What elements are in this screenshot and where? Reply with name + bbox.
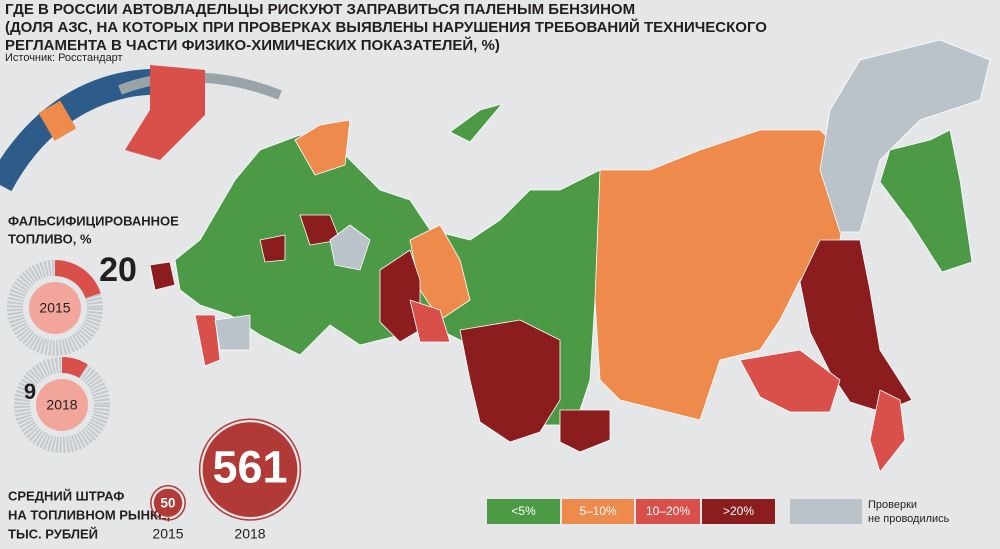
- section-label: СРЕДНИЙ ШТРАФ: [8, 488, 124, 503]
- region: [259, 234, 286, 263]
- fine-circle-fill: [153, 488, 183, 517]
- region: [329, 224, 371, 271]
- source: Источник: Росстандарт: [5, 52, 123, 64]
- legend-swatch: [790, 499, 862, 524]
- fuel-nozzle: [0, 65, 282, 192]
- fine-circle-fill: [202, 422, 298, 517]
- year-label: 2018: [46, 397, 77, 413]
- region: [559, 409, 611, 453]
- fine-circle: [150, 484, 186, 521]
- section-label: НА ТОПЛИВНОМ РЫНКЕ,: [8, 507, 170, 522]
- legend-swatch: [636, 499, 700, 524]
- section-label: ФАЛЬСИФИЦИРОВАННОЕ: [8, 213, 179, 228]
- donut-segment: [62, 357, 88, 378]
- value-label: 9: [24, 379, 36, 404]
- section-label: ТЫС. РУБЛЕЙ: [8, 526, 98, 541]
- legend-swatch: [487, 499, 560, 524]
- region: [409, 299, 451, 343]
- region: [214, 314, 251, 351]
- year-label: 2015: [152, 526, 183, 542]
- year-label: 2018: [234, 526, 265, 542]
- nozzle-handle: [125, 65, 205, 160]
- legend-swatch: [562, 499, 634, 524]
- fine-value: 561: [212, 442, 287, 493]
- region: [194, 314, 221, 367]
- region: [594, 129, 851, 421]
- title-line: ГДЕ В РОССИИ АВТОВЛАДЕЛЬЦЫ РИСКУЮТ ЗАПРА…: [5, 1, 635, 18]
- region: [739, 349, 841, 413]
- region: [819, 39, 991, 233]
- region: [869, 389, 906, 473]
- donut-segment: [55, 260, 101, 299]
- region: [459, 319, 561, 443]
- region: [879, 129, 973, 273]
- legend-label: 5–10%: [579, 504, 617, 518]
- legend-label: 10–20%: [646, 504, 690, 518]
- donut-center: [36, 379, 88, 431]
- region: [149, 261, 176, 291]
- donut-center: [29, 282, 81, 334]
- section-label: ТОПЛИВО, %: [8, 231, 92, 246]
- title-line: РЕГЛАМЕНТА В ЧАСТИ ФИЗИКО-ХИМИЧЕСКИХ ПОК…: [5, 36, 500, 54]
- fine-value: 50: [161, 495, 176, 510]
- value-label: 20: [99, 251, 137, 289]
- donut-ring: [7, 260, 103, 356]
- map: [149, 39, 991, 473]
- legend-label: Проверки: [868, 499, 917, 511]
- nozzle-ring: [38, 100, 77, 141]
- legend-swatch: [702, 499, 775, 524]
- region: [449, 103, 503, 143]
- legend-label: <5%: [511, 504, 536, 518]
- region: [294, 119, 351, 176]
- legend-label: >20%: [723, 504, 754, 518]
- year-label: 2015: [39, 300, 70, 316]
- legend-label: не проводились: [868, 513, 950, 525]
- title-line: (ДОЛЯ АЗС, НА КОТОРЫХ ПРИ ПРОВЕРКАХ ВЫЯВ…: [5, 18, 767, 36]
- donut-ring: [14, 357, 110, 453]
- fine-circle: [198, 418, 302, 521]
